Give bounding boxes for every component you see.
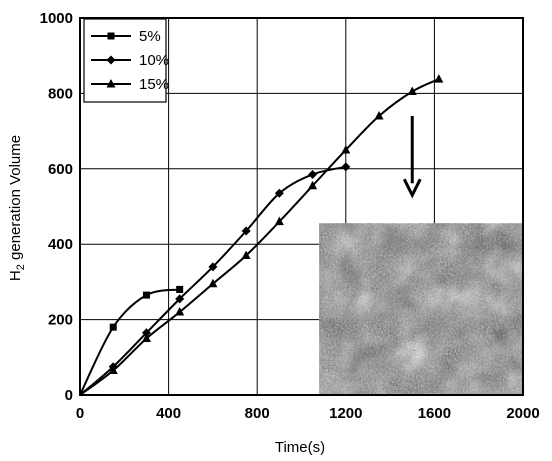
sem-inset-image bbox=[319, 223, 523, 395]
data-point bbox=[109, 323, 117, 331]
data-point bbox=[175, 294, 185, 304]
legend-label: 5% bbox=[139, 28, 161, 45]
data-series bbox=[79, 74, 444, 396]
data-point bbox=[341, 162, 351, 172]
legend-marker bbox=[107, 32, 115, 40]
plot-frame bbox=[79, 17, 524, 396]
data-point bbox=[434, 74, 444, 83]
y-axis-title: H2 generation Volume bbox=[7, 135, 27, 281]
x-tick-label: 2000 bbox=[506, 405, 539, 422]
y-axis-title-main: H bbox=[7, 270, 24, 281]
downward-arrow-annotation bbox=[402, 116, 422, 199]
arrow-head bbox=[402, 178, 422, 199]
series-line bbox=[79, 288, 180, 396]
data-point bbox=[176, 285, 184, 293]
legend-marker bbox=[106, 55, 116, 65]
series-1 bbox=[79, 285, 184, 396]
data-point bbox=[374, 111, 384, 120]
data-point bbox=[175, 307, 185, 316]
x-tick-label: 0 bbox=[76, 405, 84, 422]
data-point bbox=[142, 291, 150, 299]
data-point bbox=[274, 216, 284, 226]
y-tick-label: 600 bbox=[48, 161, 73, 178]
y-tick-label: 1000 bbox=[40, 10, 73, 27]
y-tick-label: 0 bbox=[65, 387, 73, 404]
series-3 bbox=[79, 74, 444, 396]
x-tick-label: 1200 bbox=[329, 405, 362, 422]
y-tick-label: 400 bbox=[48, 236, 73, 253]
data-point bbox=[274, 188, 284, 198]
y-tick-label: 200 bbox=[48, 312, 73, 329]
y-tick-label: 800 bbox=[48, 85, 73, 102]
x-axis-title: Time(s) bbox=[275, 439, 325, 456]
data-point bbox=[141, 333, 151, 342]
x-axis-ticks: 0 400 800 1200 1600 2000 bbox=[76, 405, 540, 422]
y-axis-ticks: 0 200 400 600 800 1000 bbox=[40, 10, 73, 404]
series-2 bbox=[79, 162, 351, 396]
legend-marker bbox=[106, 79, 116, 88]
y-axis-title-subscript: 2 bbox=[15, 264, 27, 270]
data-point bbox=[341, 144, 351, 154]
data-point bbox=[241, 226, 251, 236]
data-point bbox=[308, 169, 318, 179]
x-tick-label: 400 bbox=[156, 405, 181, 422]
y-axis-title-rest: generation Volume bbox=[7, 135, 24, 264]
data-point bbox=[308, 180, 318, 190]
data-point bbox=[241, 250, 251, 260]
data-point bbox=[407, 86, 417, 96]
data-point bbox=[208, 262, 218, 272]
x-tick-label: 800 bbox=[245, 405, 270, 422]
legend: 5% 10% 15% bbox=[83, 18, 169, 103]
data-point bbox=[141, 328, 151, 338]
legend-label: 10% bbox=[139, 52, 169, 69]
inset-image-texture bbox=[319, 223, 523, 395]
data-point bbox=[208, 278, 218, 288]
x-tick-label: 1600 bbox=[418, 405, 451, 422]
data-point bbox=[108, 365, 118, 374]
legend-label: 15% bbox=[139, 76, 169, 93]
